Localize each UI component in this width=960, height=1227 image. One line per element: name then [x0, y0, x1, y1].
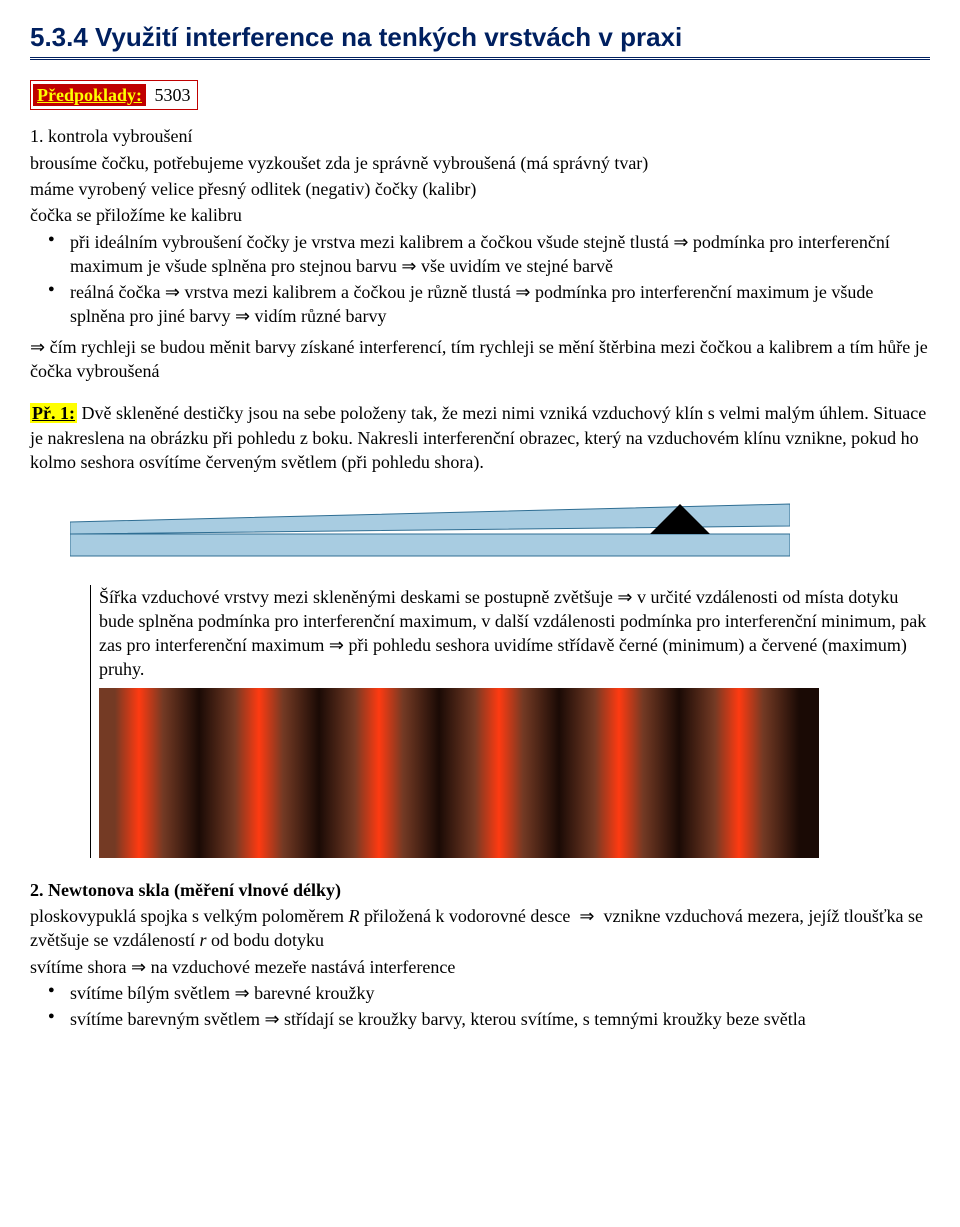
section-1-p2: máme vyrobený velice přesný odlitek (neg… — [30, 177, 930, 201]
example-1-label: Př. 1: — [30, 403, 77, 423]
prereq-box: Předpoklady: 5303 — [30, 80, 198, 110]
section-1-p3: čočka se přiložíme ke kalibru — [30, 203, 930, 227]
section-1-tail: ⇒ čím rychleji se budou měnit barvy získ… — [30, 335, 930, 384]
example-1-answer-text: Šířka vzduchové vrstvy mezi skleněnými d… — [99, 585, 930, 682]
section-1-bullets: při ideálním vybroušení čočky je vrstva … — [30, 230, 930, 329]
wedge-diagram — [70, 492, 790, 562]
section-2: 2. Newtonova skla (měření vlnové délky) … — [30, 878, 930, 1032]
example-1: Př. 1: Dvě skleněné destičky jsou na seb… — [30, 401, 930, 857]
section-2-bullet-2: svítíme barevným světlem ⇒ střídají se k… — [70, 1007, 930, 1031]
page-heading: 5.3.4 Využití interference na tenkých vr… — [30, 20, 930, 60]
example-1-answer-block: Šířka vzduchové vrstvy mezi skleněnými d… — [90, 585, 930, 858]
section-2-title: 2. Newtonova skla (měření vlnové délky) — [30, 880, 341, 900]
section-1-p1: brousíme čočku, potřebujeme vyzkoušet zd… — [30, 151, 930, 175]
prereq-code: 5303 — [155, 85, 191, 105]
interference-fringe-diagram — [99, 688, 819, 858]
section-2-bullet-1: svítíme bílým světlem ⇒ barevné kroužky — [70, 981, 930, 1005]
section-1: 1. kontrola vybroušení brousíme čočku, p… — [30, 124, 930, 383]
section-2-p2: svítíme shora ⇒ na vzduchové mezeře nast… — [30, 955, 930, 979]
section-2-bullets: svítíme bílým světlem ⇒ barevné kroužky … — [30, 981, 930, 1032]
prereq-label: Předpoklady: — [33, 84, 146, 106]
section-1-bullet-1: při ideálním vybroušení čočky je vrstva … — [70, 230, 930, 279]
section-1-title: 1. kontrola vybroušení — [30, 124, 930, 148]
example-1-text: Dvě skleněné destičky jsou na sebe polož… — [30, 403, 926, 472]
section-1-bullet-2: reálná čočka ⇒ vrstva mezi kalibrem a čo… — [70, 280, 930, 329]
section-2-p1: ploskovypuklá spojka s velkým poloměrem … — [30, 904, 930, 953]
